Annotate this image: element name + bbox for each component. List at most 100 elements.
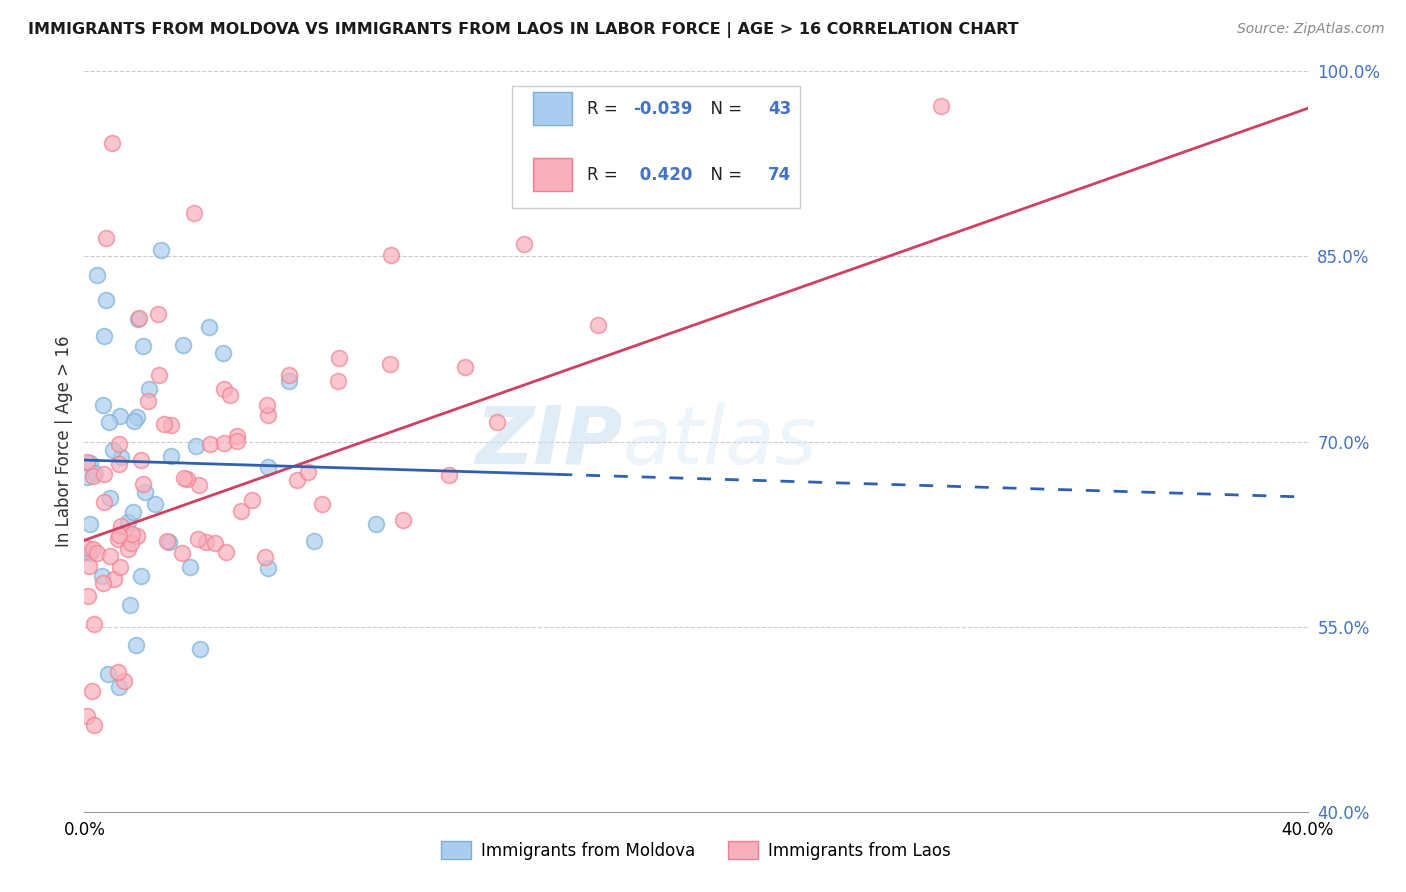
Point [454,360,477,375]
Text: ZIP: ZIP [475,402,623,481]
Point [257,408,280,422]
FancyBboxPatch shape [513,87,800,209]
Point [131,476,153,491]
Point [125,638,148,652]
Point [93,495,115,509]
Point [156,533,179,548]
Point [76,708,98,723]
Text: R =: R = [588,166,623,184]
FancyBboxPatch shape [533,92,572,126]
Point [278,368,301,383]
Point [198,320,221,334]
Point [120,598,142,612]
Point [138,382,160,396]
Point [107,457,129,471]
Point [93,329,115,343]
Point [120,536,142,550]
Point [125,529,148,543]
Point [173,471,195,485]
Point [97,667,120,681]
Point [93,467,115,481]
Point [101,136,124,150]
Point [366,516,388,531]
Point [128,310,150,325]
Point [110,519,132,533]
Point [186,439,208,453]
Point [80,683,103,698]
Point [98,415,121,429]
Point [176,472,198,486]
Point [380,248,402,262]
Point [82,541,104,556]
Point [103,573,125,587]
Point [112,673,135,688]
Point [98,491,121,505]
Point [297,465,319,479]
Point [108,437,131,451]
Text: N =: N = [700,166,747,184]
Point [132,339,155,353]
Point [212,436,235,450]
Point [79,546,101,560]
Text: Source: ZipAtlas.com: Source: ZipAtlas.com [1237,22,1385,37]
Point [586,318,609,333]
Point [256,561,278,575]
Point [127,311,149,326]
Point [218,388,240,402]
Point [392,513,415,527]
Text: IMMIGRANTS FROM MOLDOVA VS IMMIGRANTS FROM LAOS IN LABOR FORCE | AGE > 16 CORREL: IMMIGRANTS FROM MOLDOVA VS IMMIGRANTS FR… [28,22,1019,38]
Legend: Immigrants from Moldova, Immigrants from Laos: Immigrants from Moldova, Immigrants from… [434,835,957,866]
Point [91,576,114,591]
Point [83,718,105,732]
Point [179,559,201,574]
Point [91,398,114,412]
Text: 0.420: 0.420 [634,166,692,184]
Point [148,307,170,321]
Point [82,469,104,483]
Point [172,337,194,351]
Point [94,293,117,307]
Point [240,492,263,507]
Point [107,665,129,679]
Point [108,409,131,424]
Point [160,449,183,463]
Point [76,455,98,469]
Point [110,450,132,465]
Point [136,393,159,408]
Point [79,457,101,471]
Point [117,541,139,556]
Point [225,428,247,442]
Point [131,453,153,467]
Point [98,549,121,563]
FancyBboxPatch shape [533,158,572,191]
Point [183,206,205,220]
Point [254,550,277,565]
Point [212,382,235,396]
Point [149,244,172,258]
Point [198,437,221,451]
Point [86,546,108,560]
Point [326,374,349,388]
Text: 43: 43 [768,100,792,118]
Point [121,505,143,519]
Point [160,417,183,432]
Point [437,468,460,483]
Point [225,434,247,448]
Point [127,409,149,424]
Point [108,680,131,694]
Point [257,459,280,474]
Point [101,442,124,457]
Point [212,346,235,360]
Point [117,516,139,530]
Point [302,534,325,549]
Text: R =: R = [588,100,623,118]
Point [285,473,308,487]
Point [148,368,170,382]
Text: N =: N = [700,100,747,118]
Point [311,497,333,511]
Point [188,642,211,657]
Point [134,485,156,500]
Point [121,527,143,541]
Point [170,546,193,560]
Point [278,374,301,388]
